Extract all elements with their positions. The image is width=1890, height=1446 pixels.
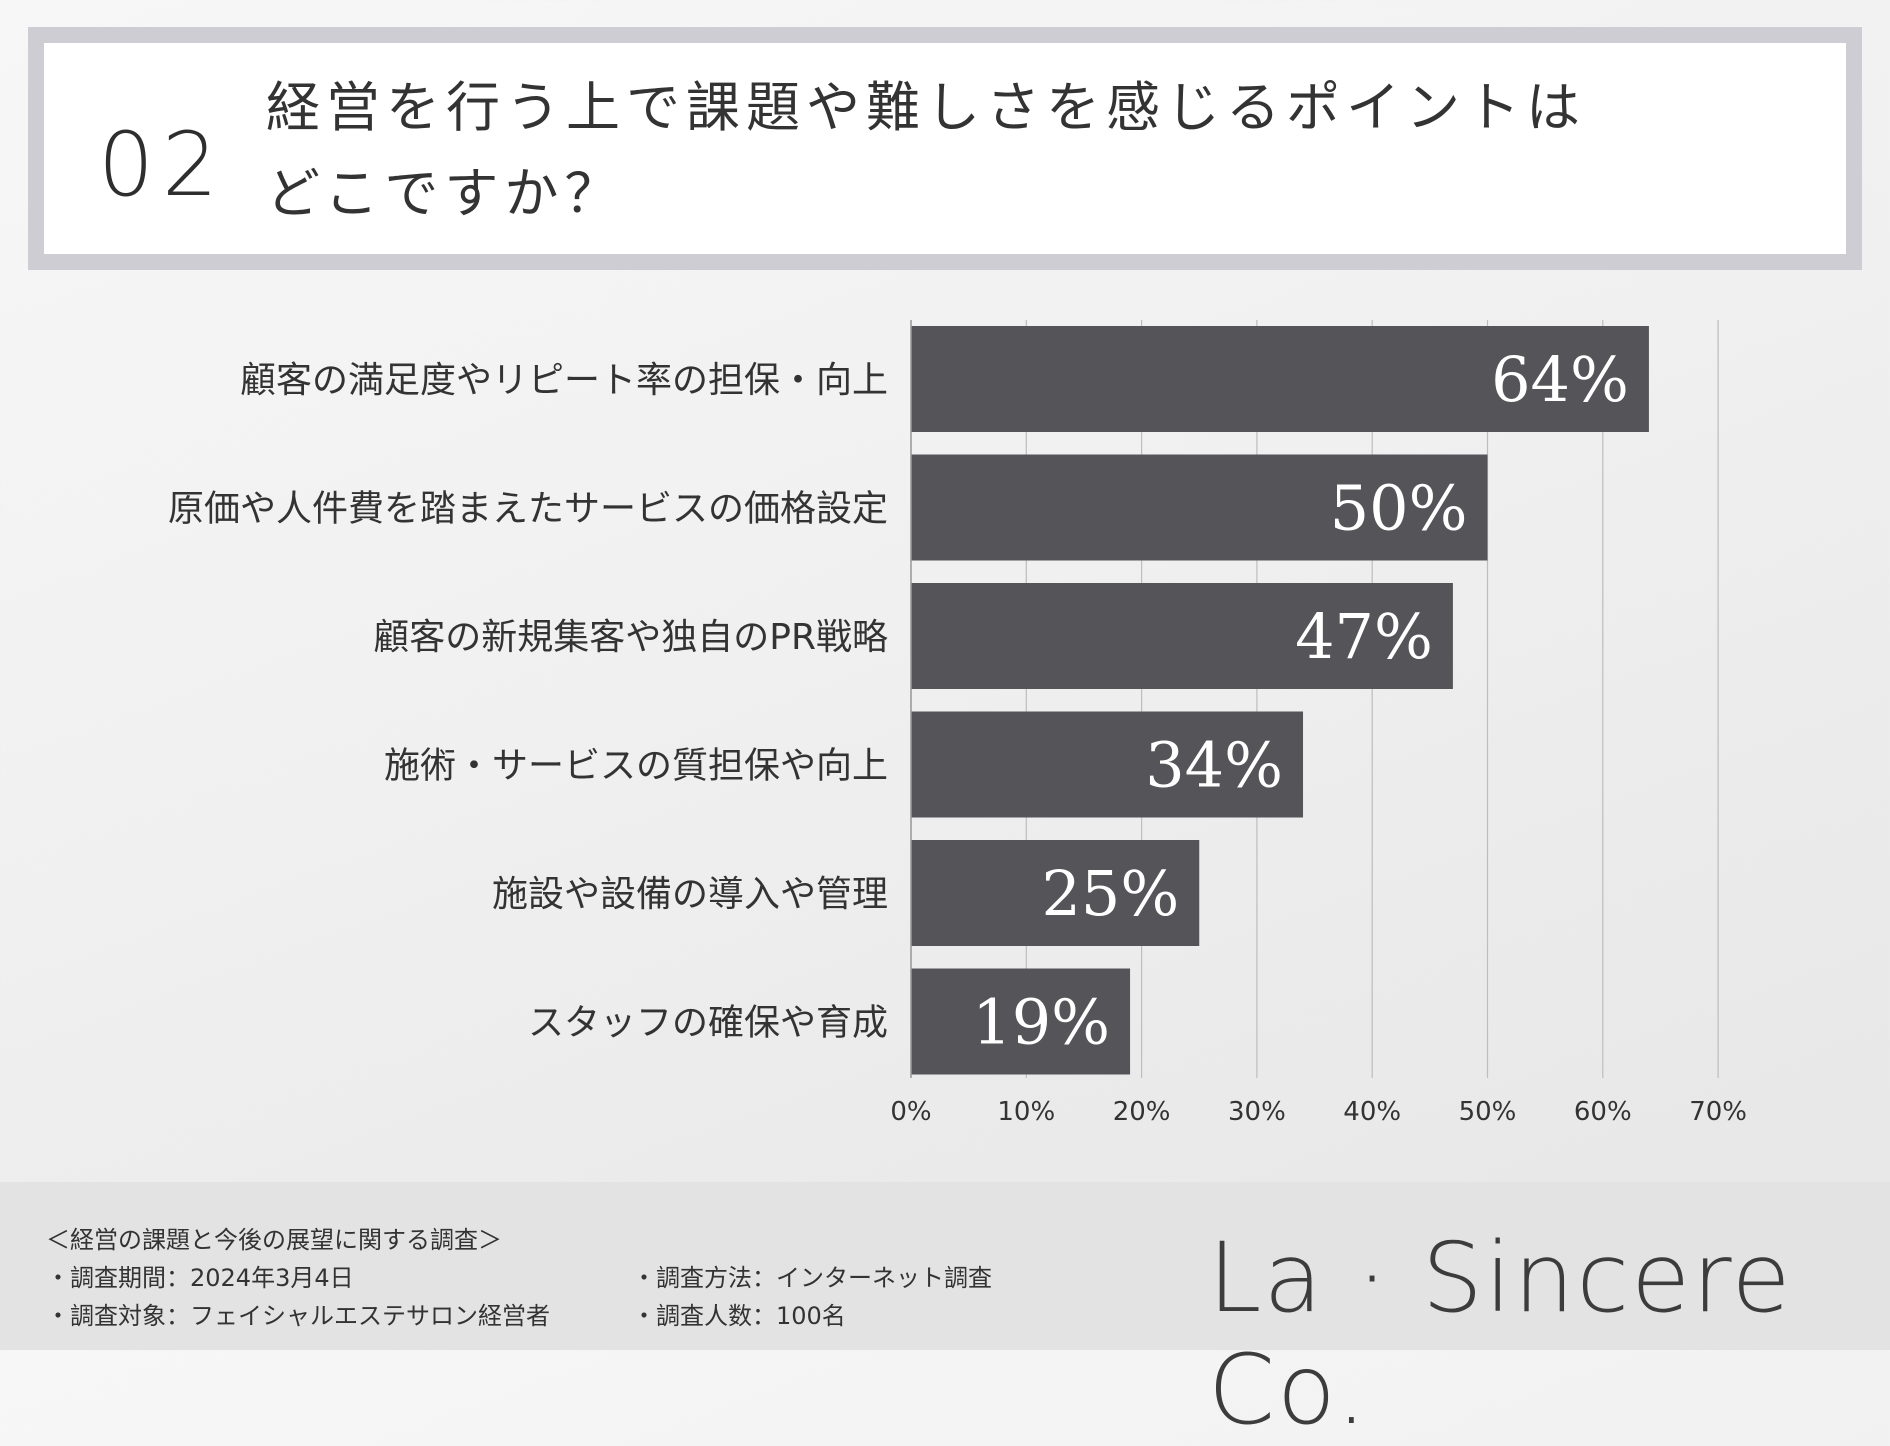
x-tick-label: 60% bbox=[1574, 1097, 1632, 1127]
question-title: 経営を行う上で課題や難しさを感じるポイントは どこですか？ bbox=[266, 65, 1666, 237]
brand-logo: La · Sincere Co. bbox=[1208, 1222, 1793, 1446]
bar bbox=[911, 454, 1488, 561]
x-tick-label: 10% bbox=[997, 1097, 1055, 1127]
x-tick-label: 20% bbox=[1113, 1097, 1171, 1127]
bar bbox=[911, 711, 1304, 818]
category-label: 顧客の満足度やリピート率の担保・向上 bbox=[240, 360, 888, 401]
survey-method: ・調査方法：インターネット調査 bbox=[632, 1264, 992, 1292]
bar bbox=[911, 968, 1131, 1075]
question-panel: 02 経営を行う上で課題や難しさを感じるポイントは どこですか？ bbox=[44, 43, 1846, 254]
x-tick-label: 70% bbox=[1689, 1097, 1747, 1127]
bar-value-label: 34% bbox=[1145, 729, 1283, 802]
bar-value-label: 64% bbox=[1491, 343, 1629, 416]
bar-value-label: 47% bbox=[1295, 600, 1433, 673]
x-tick-label: 30% bbox=[1228, 1097, 1286, 1127]
category-label: 施設や設備の導入や管理 bbox=[492, 874, 888, 915]
footer: ＜経営の課題と今後の展望に関する調査＞ ・調査期間：2024年3月4日 ・調査対… bbox=[0, 1182, 1890, 1446]
category-label: 施術・サービスの質担保や向上 bbox=[384, 746, 888, 787]
question-header: 02 経営を行う上で課題や難しさを感じるポイントは どこですか？ bbox=[28, 27, 1862, 270]
bar-value-label: 50% bbox=[1330, 472, 1468, 545]
question-title-line-2: どこですか？ bbox=[266, 162, 625, 225]
category-label: スタッフの確保や育成 bbox=[528, 1003, 888, 1044]
category-label: 顧客の新規集客や独自のPR戦略 bbox=[373, 617, 888, 658]
bar bbox=[911, 840, 1200, 946]
bar bbox=[911, 326, 1649, 432]
bar-value-label: 25% bbox=[1041, 857, 1179, 930]
x-tick-label: 40% bbox=[1343, 1097, 1401, 1127]
bar bbox=[911, 583, 1453, 689]
survey-target: ・調査対象：フェイシャルエステサロン経営者 bbox=[46, 1302, 550, 1330]
survey-period: ・調査期間：2024年3月4日 bbox=[46, 1264, 354, 1292]
x-tick-label: 0% bbox=[890, 1097, 931, 1127]
question-number: 02 bbox=[98, 113, 226, 216]
category-label: 原価や人件費を踏まえたサービスの価格設定 bbox=[168, 489, 888, 530]
bar-chart: 0% 10% 20% 30% 40% 50% 60% 70% 64% 顧客の満足度やリピート率の担… bbox=[168, 320, 1747, 1127]
bar-value-label: 19% bbox=[972, 986, 1110, 1059]
question-title-line-1: 経営を行う上で課題や難しさを感じるポイントは bbox=[266, 76, 1586, 139]
survey-count: ・調査人数：100名 bbox=[632, 1302, 846, 1330]
x-tick-label: 50% bbox=[1459, 1097, 1517, 1127]
survey-title: ＜経営の課題と今後の展望に関する調査＞ bbox=[46, 1226, 502, 1254]
